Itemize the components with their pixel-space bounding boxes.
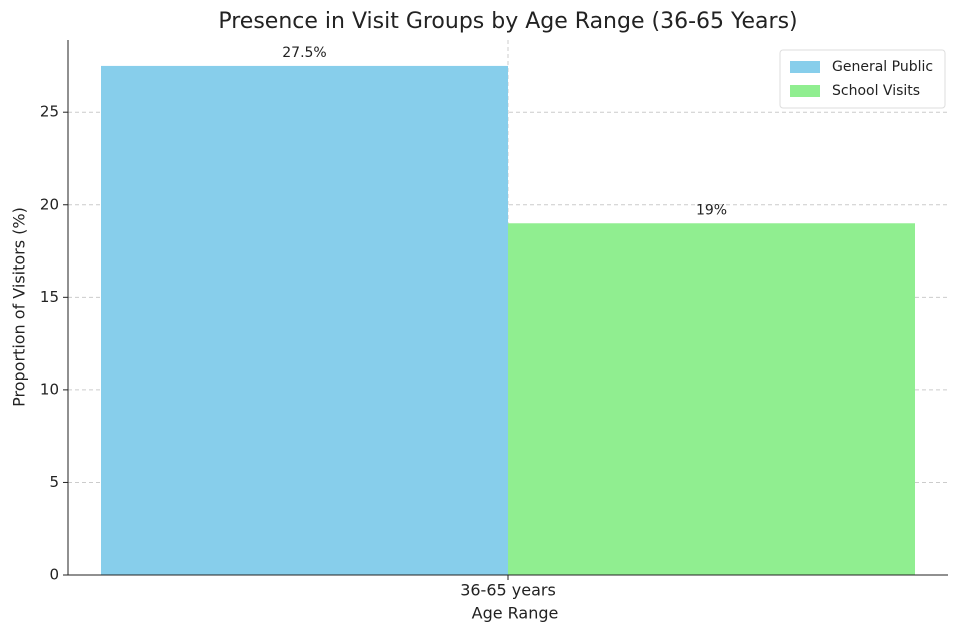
bar <box>101 65 508 575</box>
y-tick-label: 15 <box>40 288 59 306</box>
legend-label: School Visits <box>832 83 920 99</box>
legend-swatch <box>790 85 820 97</box>
y-tick-label: 0 <box>49 566 59 584</box>
y-tick-label: 20 <box>40 195 59 213</box>
y-axis-label: Proportion of Visitors (%) <box>10 207 29 407</box>
y-tick-label: 10 <box>40 380 59 398</box>
bar <box>508 223 915 575</box>
legend-box <box>779 49 946 109</box>
x-tick-label: 36-65 years <box>460 581 556 600</box>
y-tick-label: 5 <box>49 473 59 491</box>
chart-title: Presence in Visit Groups by Age Range (3… <box>218 9 797 34</box>
x-axis-label: Age Range <box>472 604 559 623</box>
y-tick-label: 25 <box>40 103 59 121</box>
legend-label: General Public <box>832 59 933 75</box>
value-label: 19% <box>696 202 727 218</box>
legend-swatch <box>790 61 820 73</box>
value-label: 27.5% <box>282 45 326 61</box>
